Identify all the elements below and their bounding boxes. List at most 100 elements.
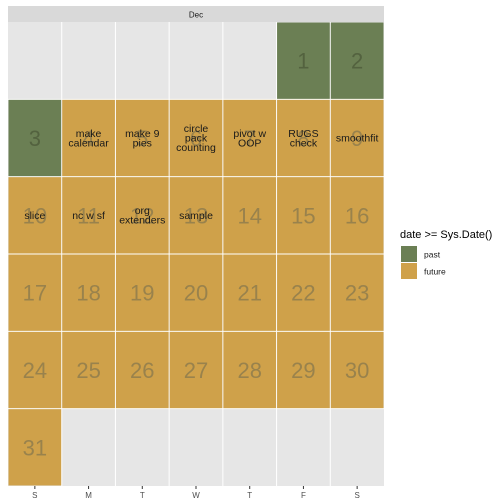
legend-title: date >= Sys.Date() — [400, 229, 492, 241]
day-cell-30: 30 — [330, 331, 384, 409]
day-tile — [223, 99, 277, 177]
day-cell-1: 1 — [277, 22, 330, 99]
facet-strip — [8, 6, 384, 22]
task-label: sample — [179, 210, 213, 222]
day-tile — [330, 331, 384, 409]
day-cell-18: 18 — [62, 254, 115, 331]
legend: date >= Sys.Date() past future — [400, 229, 492, 279]
legend-label-future: future — [424, 267, 446, 277]
day-cell-31: 31 — [8, 409, 62, 486]
day-cell-24: 24 — [8, 331, 62, 409]
task-label: make calendar — [68, 128, 109, 150]
day-number: 23 — [345, 281, 369, 306]
grid-lines — [8, 22, 384, 486]
day-number: 12 — [130, 203, 154, 228]
day-tile — [62, 331, 115, 409]
day-tile — [115, 177, 169, 254]
legend-key-past — [401, 246, 417, 262]
day-cell-20: 20 — [169, 254, 223, 331]
day-cell-14: 14 — [223, 177, 277, 254]
day-number: 18 — [76, 281, 100, 306]
day-number: 16 — [345, 203, 369, 228]
day-tile — [8, 331, 62, 409]
day-number: 22 — [291, 281, 315, 306]
day-tile — [330, 177, 384, 254]
x-tick-label: T — [247, 491, 252, 500]
day-number: 15 — [291, 203, 315, 228]
day-number: 14 — [237, 203, 261, 228]
day-tile — [62, 254, 115, 331]
day-tile — [8, 254, 62, 331]
task-label: smoothfit — [336, 133, 379, 145]
day-tile — [62, 99, 115, 177]
legend-key-future — [401, 263, 417, 279]
day-number: 13 — [184, 203, 208, 228]
day-number: 26 — [130, 358, 154, 383]
x-tick-label: W — [192, 491, 200, 500]
x-tick-label: T — [140, 491, 145, 500]
day-tile — [223, 254, 277, 331]
day-tile — [277, 177, 330, 254]
day-number: 19 — [130, 281, 154, 306]
day-number: 27 — [184, 358, 208, 383]
day-number: 5 — [136, 126, 148, 151]
task-label: org extenders — [119, 205, 165, 227]
day-tile — [277, 331, 330, 409]
day-cell-25: 25 — [62, 331, 115, 409]
day-tile — [330, 254, 384, 331]
day-tile — [330, 99, 384, 177]
day-cell-22: 22 — [277, 254, 330, 331]
task-label: circle pack counting — [176, 123, 216, 154]
day-tile — [8, 99, 62, 177]
day-number: 17 — [23, 281, 47, 306]
day-number: 8 — [297, 126, 309, 151]
day-cell-26: 26 — [115, 331, 169, 409]
day-tile — [277, 22, 330, 99]
day-number: 2 — [351, 49, 363, 74]
day-tile — [8, 409, 62, 486]
day-tile — [169, 99, 223, 177]
day-tile — [62, 177, 115, 254]
day-number: 3 — [29, 126, 41, 151]
day-tile — [115, 331, 169, 409]
day-tile — [330, 22, 384, 99]
day-number: 20 — [184, 281, 208, 306]
day-cell-23: 23 — [330, 254, 384, 331]
day-cell-15: 15 — [277, 177, 330, 254]
day-cell-29: 29 — [277, 331, 330, 409]
x-tick-label: S — [32, 491, 37, 500]
day-number: 6 — [190, 126, 202, 151]
facet-label: Dec — [189, 11, 203, 20]
day-cell-2: 2 — [330, 22, 384, 99]
day-cell-21: 21 — [223, 254, 277, 331]
day-tile — [115, 99, 169, 177]
task-label: slice — [24, 210, 45, 222]
x-tick-label: F — [301, 491, 306, 500]
day-number: 1 — [297, 49, 309, 74]
day-number: 4 — [82, 126, 94, 151]
day-tile — [169, 254, 223, 331]
day-cell-19: 19 — [115, 254, 169, 331]
day-cell-28: 28 — [223, 331, 277, 409]
task-label: nc w sf — [72, 210, 105, 222]
day-tile — [169, 177, 223, 254]
day-cell-16: 16 — [330, 177, 384, 254]
day-number: 7 — [244, 126, 256, 151]
x-tick-label: M — [85, 491, 92, 500]
day-number: 11 — [77, 203, 100, 228]
day-cell-3: 3 — [8, 99, 62, 177]
day-tile — [115, 254, 169, 331]
day-number: 9 — [351, 126, 363, 151]
day-number: 31 — [23, 435, 47, 460]
task-label: RUGS check — [288, 128, 318, 150]
